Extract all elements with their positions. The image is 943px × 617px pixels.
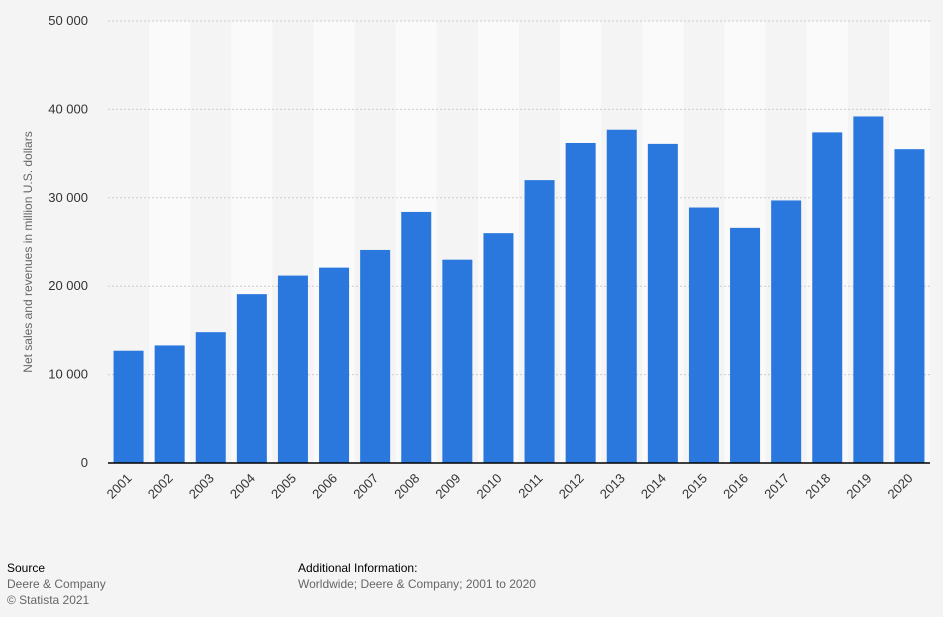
bar-2015	[688, 207, 719, 463]
x-tick-label-2001: 2001	[104, 471, 135, 502]
bar-2011	[524, 180, 555, 463]
source-name[interactable]: Deere & Company	[7, 577, 106, 591]
bar-2018	[812, 132, 843, 463]
additional-information-heading: Additional Information:	[298, 561, 418, 575]
x-tick-label-2002: 2002	[145, 471, 176, 502]
x-tick-label-2010: 2010	[474, 471, 505, 502]
bar-2020	[894, 149, 925, 463]
x-tick-label-2008: 2008	[391, 471, 422, 502]
x-tick-label-2015: 2015	[679, 471, 710, 502]
copyright: © Statista 2021	[7, 593, 90, 607]
x-tick-label-2017: 2017	[761, 471, 792, 502]
bars	[113, 116, 925, 464]
bar-2014	[647, 143, 678, 463]
bar-chart-svg: 0 10 000 20 000 30 000 40 000 50 000 2001 2002…	[21, 13, 930, 502]
x-tick-label-2020: 2020	[885, 471, 916, 502]
x-tick-label-2018: 2018	[802, 471, 833, 502]
y-axis-ticks: 0 10 000 20 000 30 000 40 000 50 000	[48, 13, 88, 470]
bar-2003	[195, 332, 226, 463]
bar-2002	[154, 345, 185, 463]
bar-2019	[853, 116, 884, 464]
x-tick-label-2007: 2007	[350, 471, 381, 502]
bar-2017	[771, 200, 802, 463]
source-heading: Source	[7, 561, 46, 575]
y-tick-label: 0	[81, 455, 88, 470]
bar-2008	[401, 211, 432, 463]
x-axis-ticks: 2001 2002 2003 2004 2005 2006 2007 2008 2009 2010…	[104, 471, 916, 502]
bar-2007	[360, 249, 391, 463]
x-tick-label-2014: 2014	[638, 471, 669, 502]
additional-information-block: Additional Information: Worldwide; Deere…	[298, 560, 898, 592]
x-tick-label-2009: 2009	[432, 471, 463, 502]
x-tick-label-2013: 2013	[597, 471, 628, 502]
x-tick-label-2019: 2019	[843, 471, 874, 502]
x-tick-label-2006: 2006	[309, 471, 340, 502]
x-tick-label-2005: 2005	[268, 471, 299, 502]
bar-2013	[606, 129, 637, 463]
y-tick-label: 40 000	[48, 101, 88, 116]
y-axis-title: Net sales and revenues in million U.S. d…	[21, 131, 35, 372]
x-tick-label-2012: 2012	[556, 471, 587, 502]
x-tick-label-2003: 2003	[186, 471, 217, 502]
bar-2012	[565, 142, 596, 463]
bar-2001	[113, 350, 144, 463]
y-tick-label: 10 000	[48, 367, 88, 382]
additional-information-text: Worldwide; Deere & Company; 2001 to 2020	[298, 577, 536, 591]
y-tick-label: 20 000	[48, 278, 88, 293]
bar-2006	[319, 267, 350, 463]
x-tick-label-2011: 2011	[515, 471, 545, 501]
bar-2016	[730, 227, 761, 463]
bar-2005	[277, 275, 308, 463]
chart: 0 10 000 20 000 30 000 40 000 50 000 2001 2002…	[21, 13, 930, 502]
x-tick-label-2004: 2004	[227, 471, 258, 502]
y-tick-label: 30 000	[48, 190, 88, 205]
bar-2004	[236, 294, 267, 463]
bar-2010	[483, 233, 514, 463]
x-tick-label-2016: 2016	[720, 471, 751, 502]
source-block: Source Deere & Company © Statista 2021	[7, 560, 267, 608]
bar-2009	[442, 259, 473, 463]
y-tick-label: 50 000	[48, 13, 88, 28]
